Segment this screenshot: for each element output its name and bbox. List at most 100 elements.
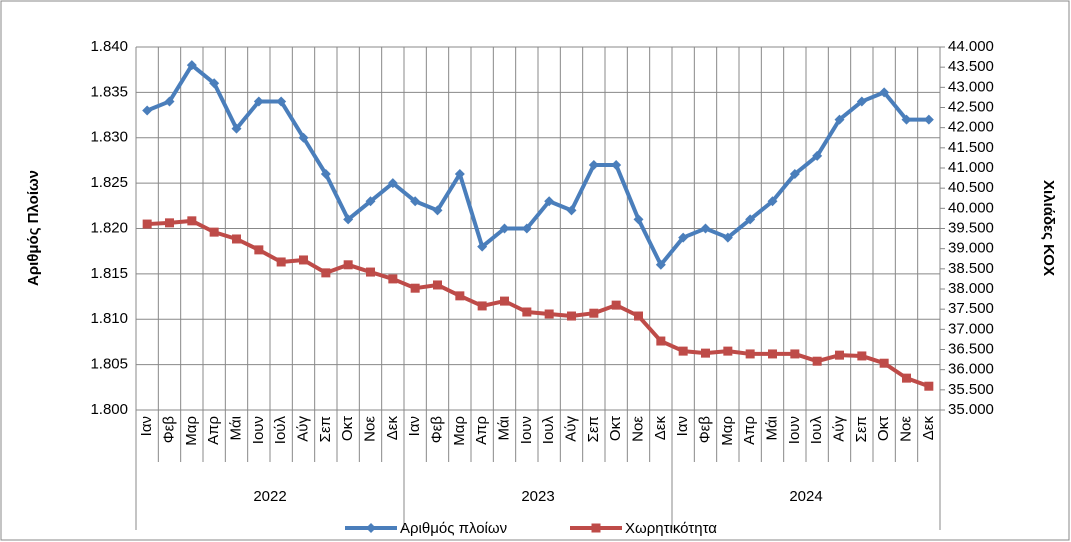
y2-tick-label: 41.000 <box>948 159 994 176</box>
x-tick-label: Φεβ <box>428 416 445 444</box>
x-tick-label: Ιουλ <box>540 416 557 445</box>
point <box>343 260 353 270</box>
point <box>923 114 934 125</box>
y-tick-label: 1.810 <box>90 310 128 327</box>
year-label: 2023 <box>521 488 554 505</box>
year-label: 2024 <box>789 488 822 505</box>
point <box>790 349 800 359</box>
point <box>544 196 555 207</box>
x-tick-label: Νοε <box>361 416 378 442</box>
point <box>187 216 197 226</box>
y2-tick-label: 39.000 <box>948 240 994 257</box>
legend-marker <box>366 523 376 533</box>
point <box>611 300 621 310</box>
y2-tick-label: 42.500 <box>948 98 994 115</box>
y-tick-label: 1.835 <box>90 83 128 100</box>
x-tick-label: Ιαν <box>406 416 423 436</box>
year-label: 2022 <box>253 488 286 505</box>
point <box>723 346 733 356</box>
point <box>276 96 287 107</box>
x-tick-label: Μάι <box>227 416 244 441</box>
point <box>299 255 308 265</box>
y-axis-title: Αριθμός Πλοίων <box>25 170 42 286</box>
x-tick-label: Απρ <box>473 416 490 445</box>
point <box>142 105 153 116</box>
point <box>656 336 666 346</box>
x-tick-label: Μαρ <box>719 416 736 446</box>
point <box>186 60 197 71</box>
y-tick-label: 1.820 <box>90 219 128 236</box>
point <box>544 309 554 319</box>
point <box>521 223 532 234</box>
point <box>812 150 823 161</box>
point <box>655 259 666 270</box>
legend-marker <box>591 523 601 533</box>
y2-tick-label: 40.000 <box>948 199 994 216</box>
x-tick-label: Οκτ <box>607 416 624 441</box>
point <box>455 291 465 301</box>
y2-tick-label: 44.000 <box>948 38 994 55</box>
x-tick-label: Αύγ <box>562 416 579 442</box>
x-tick-label: Νοε <box>897 416 914 442</box>
x-tick-label: Αύγ <box>830 416 847 442</box>
y2-tick-label: 37.500 <box>948 300 994 317</box>
y2-axis-title: Χιλιάδες ΚΟΧ <box>1040 180 1057 276</box>
x-tick-label: Ιουλ <box>808 416 825 445</box>
x-tick-label: Φεβ <box>160 416 177 444</box>
point <box>387 178 398 189</box>
point <box>454 169 465 180</box>
x-tick-label: Δεκ <box>652 416 669 441</box>
point <box>499 223 510 234</box>
x-tick-label: Ιούλ <box>272 416 289 445</box>
y2-tick-label: 43.000 <box>948 78 994 95</box>
x-tick-label: Φεβ <box>696 416 713 444</box>
y2-tick-label: 40.500 <box>948 179 994 196</box>
legend-label: Χωρητικότητα <box>625 520 717 537</box>
y2-tick-label: 38.500 <box>948 260 994 277</box>
y2-tick-label: 39.500 <box>948 219 994 236</box>
x-tick-label: Οκτ <box>339 416 356 441</box>
x-tick-label: Σεπ <box>585 416 602 442</box>
point <box>231 123 242 134</box>
point <box>879 358 889 368</box>
point <box>857 351 867 361</box>
x-tick-label: Ιουν <box>250 416 267 444</box>
x-tick-label: Μαρ <box>451 416 468 446</box>
point <box>633 214 644 225</box>
point <box>678 346 688 356</box>
point <box>142 219 152 229</box>
point <box>722 232 733 243</box>
y-tick-label: 1.825 <box>90 174 128 191</box>
x-tick-label: Δεκ <box>920 416 937 441</box>
y-tick-label: 1.815 <box>90 265 128 282</box>
point <box>745 214 756 225</box>
point <box>254 245 264 255</box>
x-tick-label: Απρ <box>741 416 758 445</box>
point <box>566 205 577 216</box>
point <box>410 196 421 207</box>
point <box>611 159 622 170</box>
x-tick-label: Μάι <box>495 416 512 441</box>
x-tick-label: Δεκ <box>384 416 401 441</box>
point <box>366 267 375 277</box>
y2-tick-label: 38.000 <box>948 280 994 297</box>
x-tick-label: Ιαν <box>674 416 691 436</box>
point <box>165 218 174 228</box>
point <box>789 169 800 180</box>
x-tick-label: Αύγ <box>294 416 311 442</box>
y2-tick-label: 35.500 <box>948 381 994 398</box>
point <box>253 96 264 107</box>
x-tick-label: Μαρ <box>183 416 200 446</box>
point <box>343 214 354 225</box>
x-tick-label: Νοε <box>629 416 646 442</box>
point <box>320 169 331 180</box>
y-tick-label: 1.805 <box>90 356 128 373</box>
point <box>879 87 890 98</box>
point <box>856 96 867 107</box>
y2-tick-label: 41.500 <box>948 139 994 156</box>
point <box>477 241 488 252</box>
point <box>700 223 711 234</box>
